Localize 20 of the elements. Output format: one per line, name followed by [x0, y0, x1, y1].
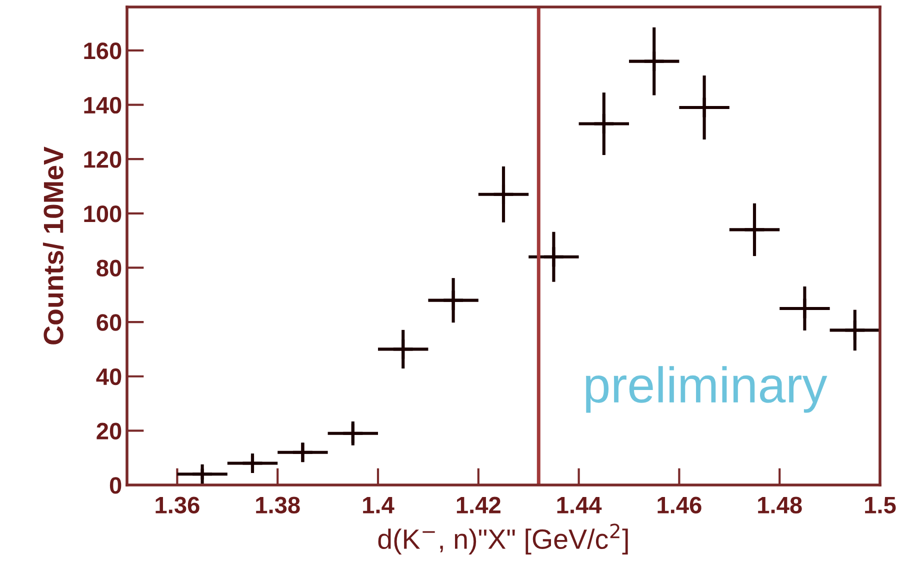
y-tick-label: 40	[96, 368, 122, 386]
y-tick-label: 80	[96, 260, 122, 277]
x-tick-label: 1.38	[256, 496, 300, 514]
y-tick-label: 140	[84, 96, 122, 114]
y-tick-label: 0	[110, 477, 122, 494]
x-tick-label: 1.42	[456, 496, 500, 514]
y-tick-label: 20	[96, 422, 122, 440]
x-tick-label: 1.5	[865, 496, 896, 514]
x-axis-title: d(K$^{−}$, n)"X" [GeV/c$^{2}$]	[378, 524, 628, 555]
x-tick-label: 1.4	[363, 496, 394, 514]
y-axis-title: Counts/ 10MeV	[42, 146, 64, 344]
y-tick-label: 60	[96, 314, 122, 331]
y-tick-label: 120	[84, 151, 122, 168]
x-tick-label: 1.36	[156, 496, 200, 514]
y-tick-label: 160	[84, 42, 122, 60]
x-tick-label: 1.44	[557, 496, 602, 514]
x-tick-label: 1.48	[758, 496, 802, 514]
y-tick-label: 100	[84, 205, 122, 222]
annotation: preliminary	[586, 366, 828, 413]
x-tick-label: 1.46	[658, 496, 702, 514]
